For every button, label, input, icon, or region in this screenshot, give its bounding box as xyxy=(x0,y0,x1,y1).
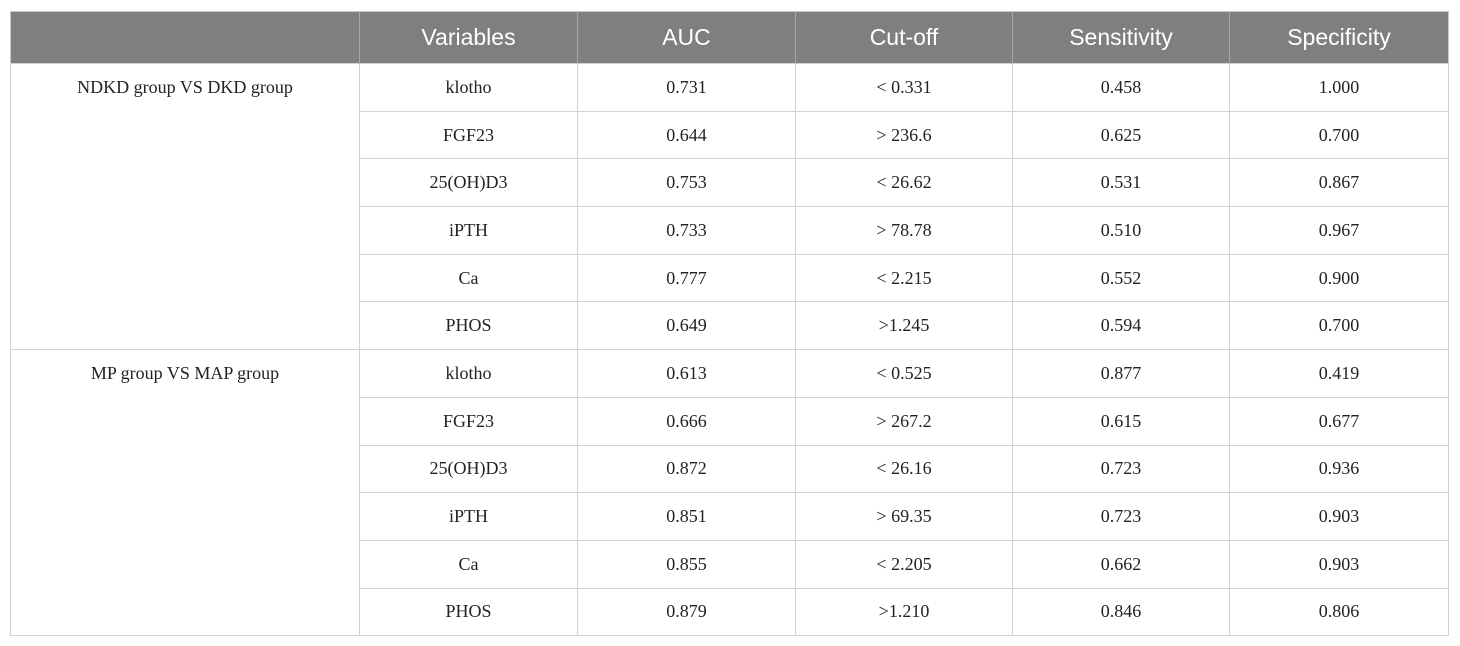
value-cell: 0.510 xyxy=(1012,206,1230,255)
table-row: PHOS 0.879 >1.210 0.846 0.806 xyxy=(11,587,1449,637)
variable-cell: klotho xyxy=(359,349,578,398)
value-cell: 0.777 xyxy=(577,253,796,303)
value-cell: 0.855 xyxy=(577,539,796,589)
table-row: iPTH 0.733 > 78.78 0.510 0.967 xyxy=(11,206,1449,255)
value-cell: 0.649 xyxy=(577,301,796,351)
table-container: Variables AUC Cut-off Sensitivity Specificit… xyxy=(10,11,1449,637)
value-cell: >1.210 xyxy=(795,587,1013,637)
value-cell: >1.245 xyxy=(795,301,1013,351)
variable-cell: PHOS xyxy=(359,587,578,637)
variable-cell: iPTH xyxy=(359,206,578,255)
value-cell: 0.733 xyxy=(577,206,796,255)
value-cell: > 78.78 xyxy=(795,206,1013,255)
variable-cell: iPTH xyxy=(359,492,578,541)
column-header: Sensitivity xyxy=(1012,11,1230,64)
table-header: Variables AUC Cut-off Sensitivity Specificit… xyxy=(10,11,1449,64)
group-label: MP group VS MAP group xyxy=(10,349,360,637)
header-cell-empty xyxy=(10,11,360,64)
value-cell: 0.458 xyxy=(1012,63,1230,112)
variable-cell: klotho xyxy=(359,63,578,112)
value-cell: 0.666 xyxy=(577,396,796,446)
value-cell: 0.877 xyxy=(1012,349,1230,398)
value-cell: 0.731 xyxy=(577,63,796,112)
header-row: Variables AUC Cut-off Sensitivity Specificit… xyxy=(10,11,1449,64)
value-cell: 0.903 xyxy=(1229,492,1449,541)
table-row: FGF23 0.666 > 267.2 0.615 0.677 xyxy=(11,396,1449,446)
group-label: NDKD group VS DKD group xyxy=(10,62,360,351)
value-cell: 0.723 xyxy=(1012,444,1230,494)
table-row: PHOS 0.649 >1.245 0.594 0.700 xyxy=(11,301,1449,351)
value-cell: 0.625 xyxy=(1012,110,1230,160)
value-cell: 0.753 xyxy=(577,158,796,208)
column-header: Cut-off xyxy=(795,11,1013,64)
value-cell: 0.419 xyxy=(1229,349,1449,398)
results-table: Variables AUC Cut-off Sensitivity Specificit… xyxy=(10,11,1449,637)
column-header: AUC xyxy=(577,11,796,64)
value-cell: 0.879 xyxy=(577,587,796,637)
value-cell: 0.677 xyxy=(1229,396,1449,446)
table-row: Ca 0.855 < 2.205 0.662 0.903 xyxy=(11,539,1449,589)
value-cell: 0.900 xyxy=(1229,253,1449,303)
value-cell: 1.000 xyxy=(1229,63,1449,112)
value-cell: > 69.35 xyxy=(795,492,1013,541)
value-cell: 0.846 xyxy=(1012,587,1230,637)
value-cell: 0.700 xyxy=(1229,301,1449,351)
table-row: 25(OH)D3 0.753 < 26.62 0.531 0.867 xyxy=(11,158,1449,208)
variable-cell: 25(OH)D3 xyxy=(359,158,578,208)
value-cell: 0.723 xyxy=(1012,492,1230,541)
value-cell: 0.644 xyxy=(577,110,796,160)
value-cell: 0.903 xyxy=(1229,539,1449,589)
value-cell: 0.662 xyxy=(1012,539,1230,589)
column-header: Specificity xyxy=(1229,11,1449,64)
table-body: NDKD group VS DKD group klotho 0.731 < 0.33… xyxy=(10,62,1449,637)
value-cell: < 0.525 xyxy=(795,349,1013,398)
value-cell: > 267.2 xyxy=(795,396,1013,446)
value-cell: < 2.215 xyxy=(795,253,1013,303)
value-cell: 0.806 xyxy=(1229,587,1449,637)
table-row: FGF23 0.644 > 236.6 0.625 0.700 xyxy=(11,110,1449,160)
value-cell: 0.613 xyxy=(577,349,796,398)
variable-cell: PHOS xyxy=(359,301,578,351)
value-cell: 0.615 xyxy=(1012,396,1230,446)
value-cell: < 26.62 xyxy=(795,158,1013,208)
column-header: Variables xyxy=(359,11,578,64)
value-cell: < 0.331 xyxy=(795,63,1013,112)
value-cell: 0.851 xyxy=(577,492,796,541)
table-row: iPTH 0.851 > 69.35 0.723 0.903 xyxy=(11,492,1449,541)
value-cell: 0.872 xyxy=(577,444,796,494)
value-cell: 0.700 xyxy=(1229,110,1449,160)
variable-cell: FGF23 xyxy=(359,110,578,160)
table-row: MP group VS MAP group klotho 0.613 < 0.525 0… xyxy=(10,349,1449,637)
variable-cell: FGF23 xyxy=(359,396,578,446)
value-cell: 0.867 xyxy=(1229,158,1449,208)
value-cell: 0.967 xyxy=(1229,206,1449,255)
table-row: NDKD group VS DKD group klotho 0.731 < 0.33… xyxy=(10,62,1449,351)
table-row: Ca 0.777 < 2.215 0.552 0.900 xyxy=(11,253,1449,303)
value-cell: 0.531 xyxy=(1012,158,1230,208)
variable-cell: 25(OH)D3 xyxy=(359,444,578,494)
value-cell: 0.552 xyxy=(1012,253,1230,303)
value-cell: > 236.6 xyxy=(795,110,1013,160)
value-cell: 0.936 xyxy=(1229,444,1449,494)
value-cell: < 26.16 xyxy=(795,444,1013,494)
value-cell: 0.594 xyxy=(1012,301,1230,351)
variable-cell: Ca xyxy=(359,253,578,303)
value-cell: < 2.205 xyxy=(795,539,1013,589)
variable-cell: Ca xyxy=(359,539,578,589)
